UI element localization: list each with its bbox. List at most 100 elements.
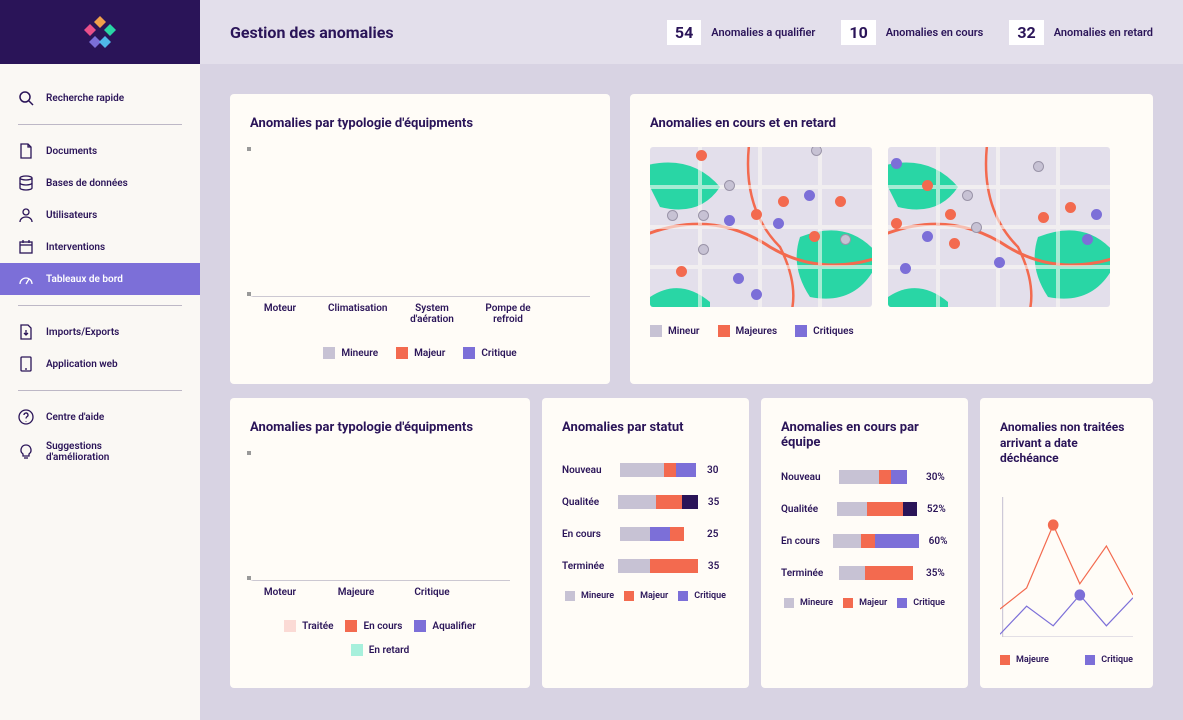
legend-item: Majeure [1000,655,1049,665]
sidebar-item-databases[interactable]: Bases de données [0,167,200,199]
map-marker[interactable] [949,238,960,249]
sidebar-item-webapp[interactable]: Application web [0,348,200,380]
axis-label: Climatisation [328,303,384,325]
chart-labels: MoteurClimatisationSystem d'aérationPomp… [250,297,590,325]
map-marker[interactable] [667,210,678,221]
axis-label: Majeure [328,587,384,598]
kpi-label: Anomalies en retard [1054,26,1153,39]
legend-label: Critique [694,591,726,601]
nav-label: Centre d'aide [46,412,104,423]
kpi-label: Anomalies a qualifier [711,26,815,39]
divider [18,305,182,306]
legend-item: Mineure [565,591,614,601]
help-icon [18,409,34,425]
legend-label: Mineure [341,348,378,359]
swatch [284,620,296,632]
swatch [396,347,408,359]
swatch [323,347,335,359]
map-svg [888,147,1110,307]
sidebar-item-users[interactable]: Utilisateurs [0,199,200,231]
bar-segment [656,495,682,509]
legend-item: Aqualifier [414,620,475,632]
card-title: Anomalies en cours par équipe [781,420,948,450]
card-team: Anomalies en cours par équipe Nouveau 30%… [761,398,968,688]
legend: Mineure Majeur Critique [250,347,590,359]
sidebar-item-suggestions[interactable]: Suggestionsd'amélioration [0,433,200,471]
sidebar-item-search[interactable]: Recherche rapide [0,82,200,114]
legend-item: Critique [897,598,945,608]
hbar-list: Nouveau30Qualitée35En cours25Terminée35 [562,463,729,573]
bar-segment [891,470,907,484]
map-marker[interactable] [962,190,973,201]
chart-labels: MoteurMajeureCritique [250,581,510,598]
map-marker[interactable] [891,158,902,169]
row-value: 30% [922,472,948,483]
hbar-row: Nouveau30 [562,463,729,477]
legend-label: Critique [913,598,945,608]
document-icon [18,143,34,159]
sidebar: Recherche rapide Documents Bases de donn… [0,0,200,720]
legend-label: Mineur [668,326,700,337]
map-marker[interactable] [1065,202,1076,213]
legend-label: Majeur [414,348,445,359]
search-icon [18,90,34,106]
row-label: Terminée [562,561,612,572]
map-marker[interactable] [1038,212,1049,223]
legend-label: En cours [363,621,402,632]
sidebar-item-help[interactable]: Centre d'aide [0,401,200,433]
bar-track [618,495,698,509]
legend-item: Critique [463,347,516,359]
map-marker[interactable] [751,209,762,220]
bar-segment [839,470,879,484]
map-marker[interactable] [778,196,789,207]
row-value: 35% [922,568,948,579]
map-marker[interactable] [698,210,709,221]
card-title: Anomalies non traitées arrivant a date d… [1000,420,1133,467]
gauge-icon [18,271,34,287]
legend-label: Critiques [813,326,853,337]
swatch [565,591,575,601]
row-value: 52% [923,504,948,515]
map[interactable] [888,147,1110,307]
legend-item: Majeur [843,598,887,608]
hbar-row: Terminée35 [562,559,729,573]
row-label: Qualitée [562,497,612,508]
map-marker[interactable] [804,190,815,201]
row-label: En cours [562,529,614,540]
legend-label: Majeures [736,326,778,337]
row-label: Nouveau [781,472,833,483]
legend: MineureMajeurCritique [562,591,729,601]
map-marker[interactable] [751,289,762,300]
map-marker[interactable] [811,147,822,156]
map-marker[interactable] [698,244,709,255]
map-marker[interactable] [945,209,956,220]
axis-label: System d'aération [404,303,460,325]
map-marker[interactable] [809,231,820,242]
user-icon [18,207,34,223]
row-label: En cours [781,536,827,547]
bar-segment [837,502,867,516]
map-marker[interactable] [696,150,707,161]
bar-segment [865,566,913,580]
nav-label: Recherche rapide [46,93,124,104]
sidebar-item-imports[interactable]: Imports/Exports [0,316,200,348]
map-marker[interactable] [733,273,744,284]
sidebar-item-documents[interactable]: Documents [0,135,200,167]
map-marker[interactable] [994,257,1005,268]
sidebar-item-interventions[interactable]: Interventions [0,231,200,263]
map[interactable] [650,147,872,307]
sidebar-item-dashboards[interactable]: Tableaux de bord [0,263,200,295]
legend-item: En cours [345,620,402,632]
map-marker[interactable] [676,266,687,277]
kpi-row: 54Anomalies a qualifier10Anomalies en co… [667,20,1153,45]
swatch [650,325,662,337]
bar-segment [861,534,875,548]
bar-segment [875,534,919,548]
bar-track [620,463,697,477]
bar-track [837,502,917,516]
database-icon [18,175,34,191]
swatch [843,598,853,608]
legend-label: Mineure [581,591,614,601]
map-marker[interactable] [971,222,982,233]
map-marker[interactable] [1091,209,1102,220]
